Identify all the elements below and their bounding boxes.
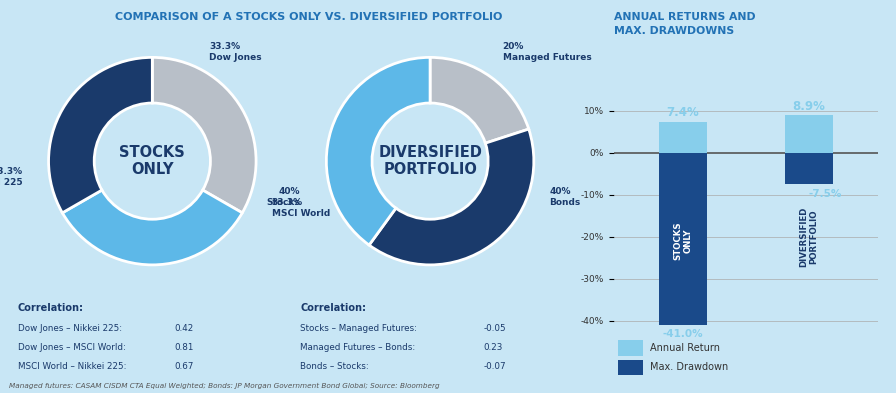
Text: 33.3%
MSCI World: 33.3% MSCI World <box>271 198 330 218</box>
Text: Annual Return: Annual Return <box>650 343 720 353</box>
Text: ANNUAL RETURNS AND
MAX. DRAWDOWNS: ANNUAL RETURNS AND MAX. DRAWDOWNS <box>614 12 755 36</box>
Text: 0.81: 0.81 <box>175 343 194 352</box>
Text: Managed futures: CASAM CISDM CTA Equal Weighted; Bonds: JP Morgan Government Bon: Managed futures: CASAM CISDM CTA Equal W… <box>9 383 440 389</box>
Wedge shape <box>369 129 534 265</box>
Text: 0.42: 0.42 <box>175 324 194 333</box>
Text: -0.05: -0.05 <box>484 324 506 333</box>
Text: DIVERSIFIED
PORTFOLIO: DIVERSIFIED PORTFOLIO <box>799 207 819 267</box>
Text: 33.3%
Nikkei 225: 33.3% Nikkei 225 <box>0 167 22 187</box>
Text: Correlation:: Correlation: <box>300 303 366 312</box>
Wedge shape <box>63 190 242 265</box>
Text: 20%
Managed Futures: 20% Managed Futures <box>503 42 591 62</box>
Text: Correlation:: Correlation: <box>18 303 84 312</box>
Bar <box>785 153 832 184</box>
Wedge shape <box>48 57 152 213</box>
Bar <box>659 153 707 325</box>
Text: Bonds – Stocks:: Bonds – Stocks: <box>300 362 369 371</box>
Text: STOCKS
ONLY: STOCKS ONLY <box>673 222 693 261</box>
Text: COMPARISON OF A STOCKS ONLY VS. DIVERSIFIED PORTFOLIO: COMPARISON OF A STOCKS ONLY VS. DIVERSIF… <box>116 12 503 22</box>
Text: Dow Jones – MSCI World:: Dow Jones – MSCI World: <box>18 343 125 352</box>
Text: STOCKS
ONLY: STOCKS ONLY <box>119 145 185 177</box>
Text: Stocks – Managed Futures:: Stocks – Managed Futures: <box>300 324 418 333</box>
Text: Max. Drawdown: Max. Drawdown <box>650 362 728 373</box>
Text: 40%
Bonds: 40% Bonds <box>549 187 581 208</box>
Text: -7.5%: -7.5% <box>809 189 842 198</box>
Text: Managed Futures – Bonds:: Managed Futures – Bonds: <box>300 343 416 352</box>
Bar <box>659 122 707 153</box>
Text: 33.3%
Dow Jones: 33.3% Dow Jones <box>210 42 262 62</box>
Text: -0.07: -0.07 <box>484 362 506 371</box>
Text: 40%
Stocks: 40% Stocks <box>267 187 300 208</box>
Bar <box>785 116 832 153</box>
Wedge shape <box>326 57 430 245</box>
Wedge shape <box>152 57 256 213</box>
Text: -41.0%: -41.0% <box>663 329 703 339</box>
Text: MSCI World – Nikkei 225:: MSCI World – Nikkei 225: <box>18 362 126 371</box>
Text: 0.23: 0.23 <box>484 343 504 352</box>
Text: DIVERSIFIED
PORTFOLIO: DIVERSIFIED PORTFOLIO <box>378 145 482 177</box>
Text: 0.67: 0.67 <box>175 362 194 371</box>
Text: 8.9%: 8.9% <box>792 100 825 113</box>
Wedge shape <box>430 57 529 143</box>
Text: 7.4%: 7.4% <box>667 106 700 119</box>
Text: Dow Jones – Nikkei 225:: Dow Jones – Nikkei 225: <box>18 324 122 333</box>
